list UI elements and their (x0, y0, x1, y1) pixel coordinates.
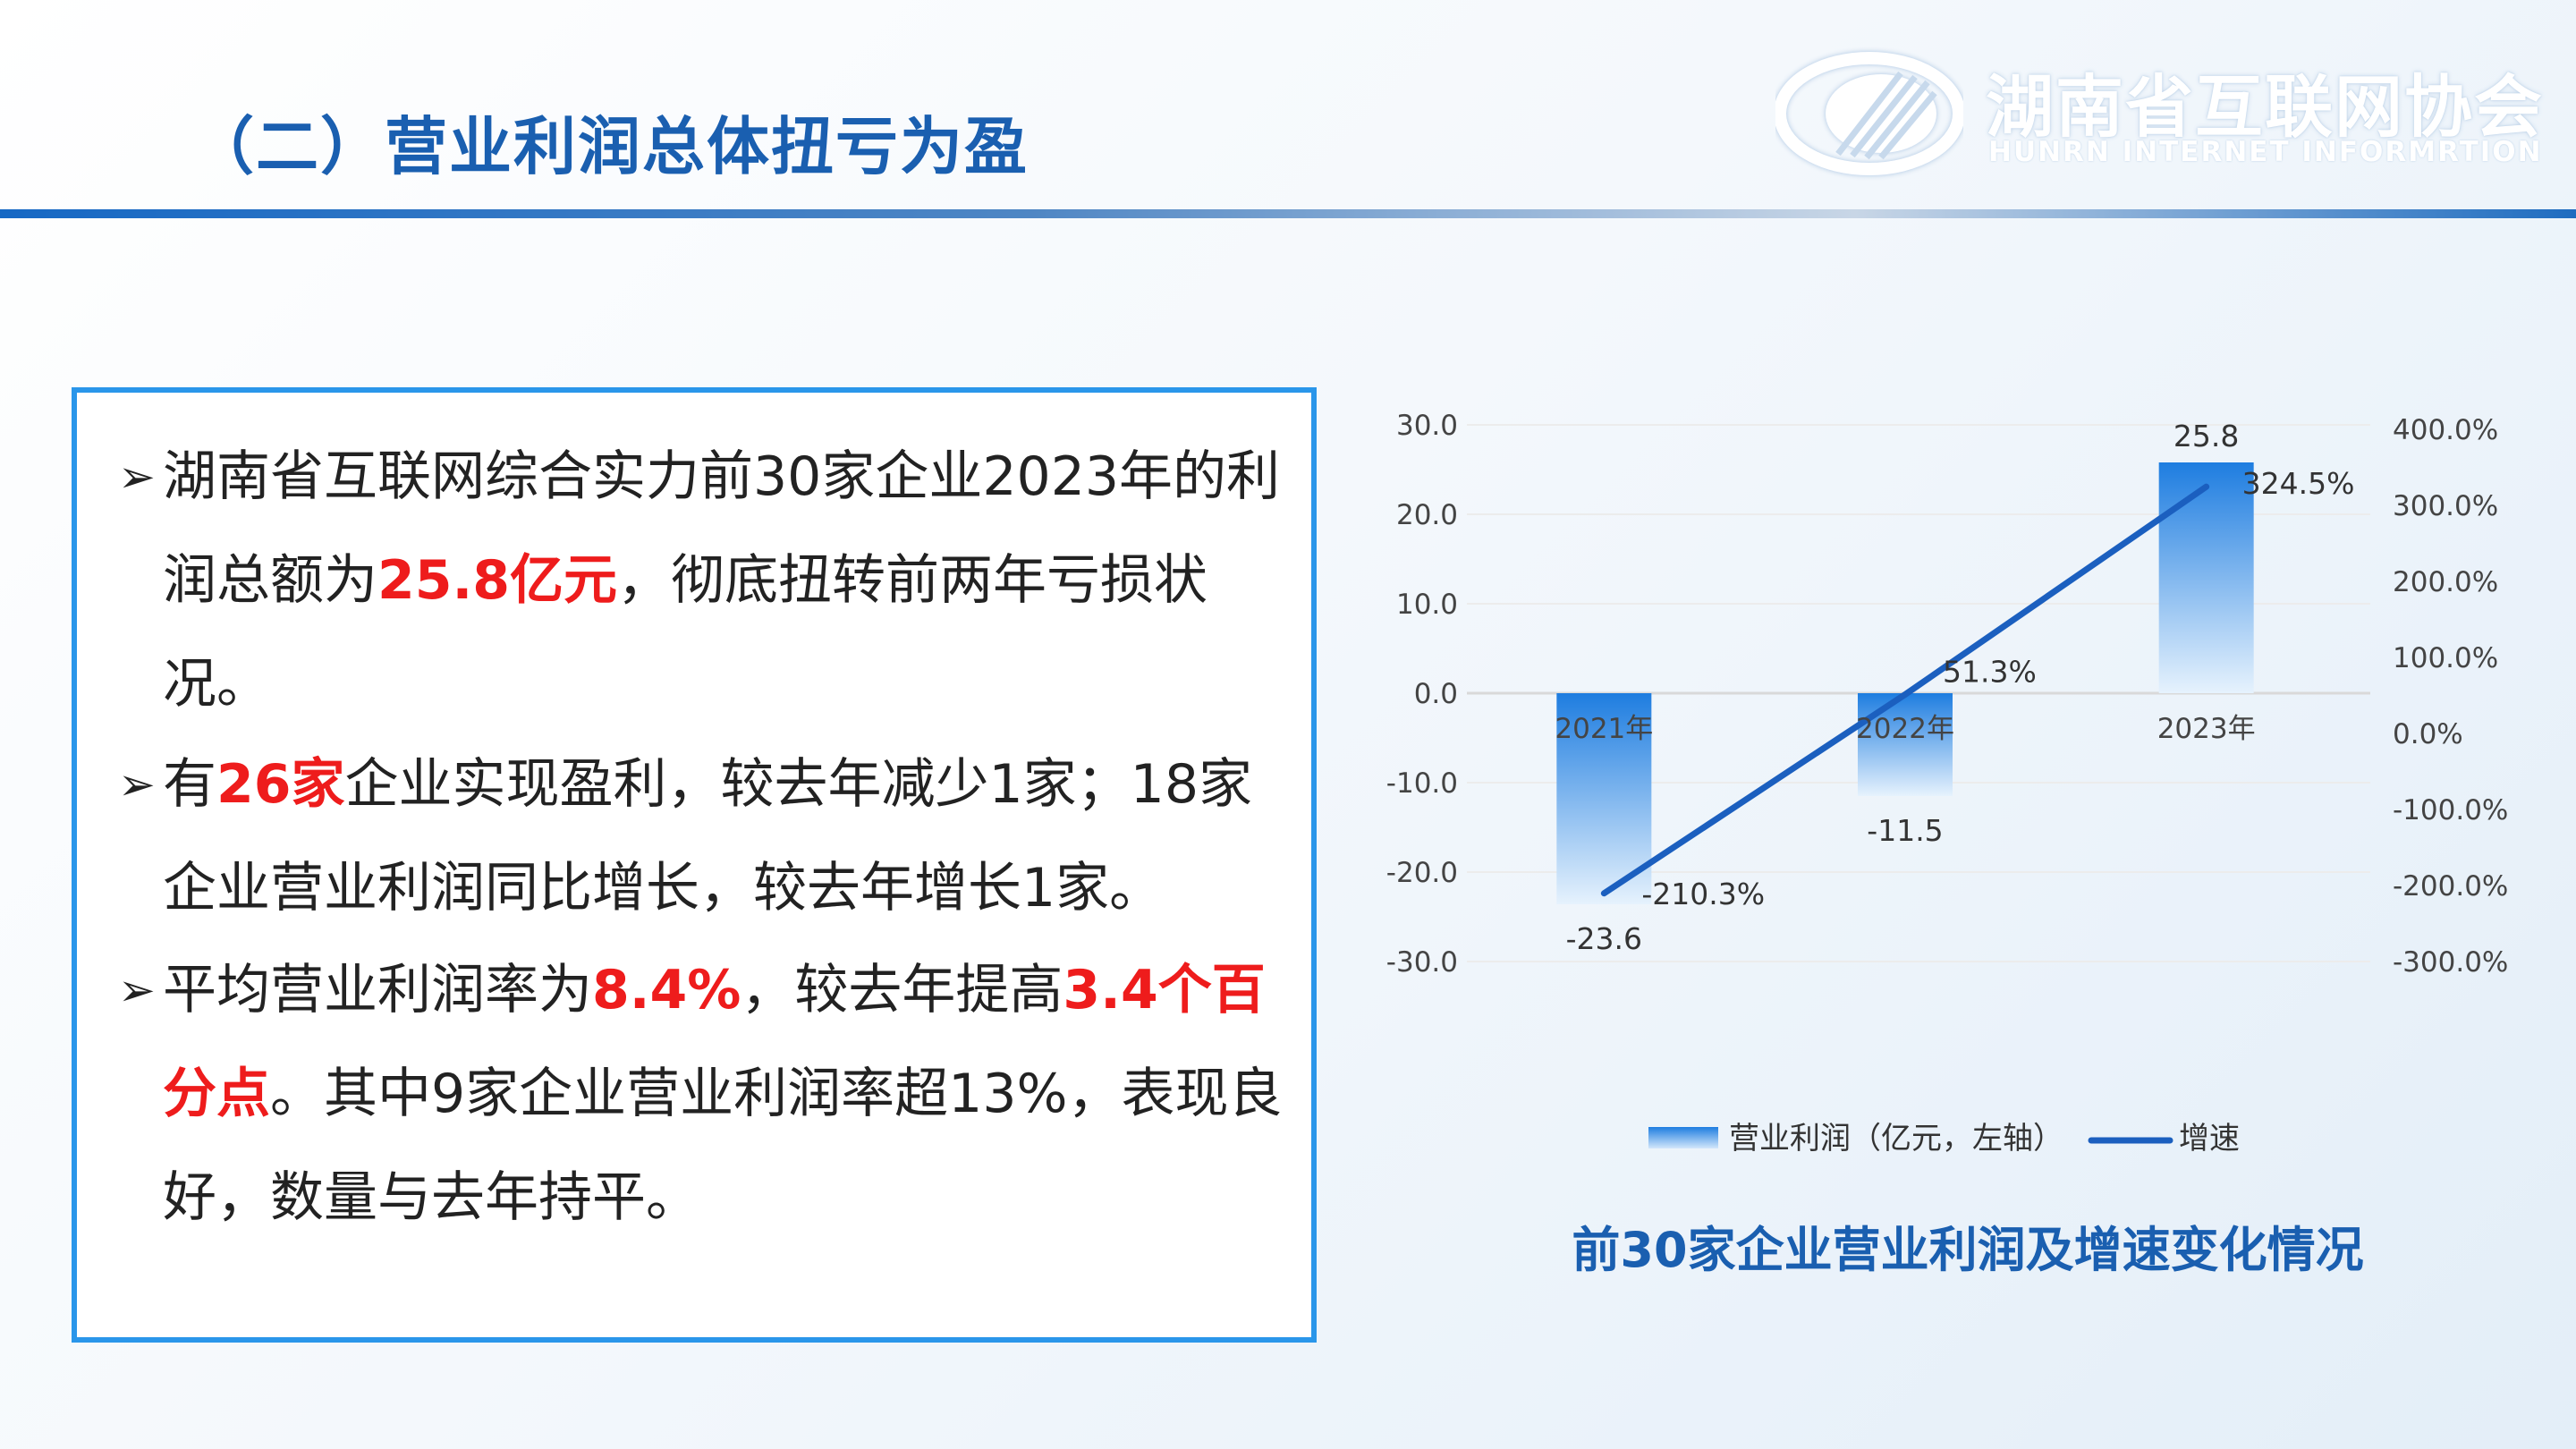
left-axis-tick: -10.0 (1386, 767, 1458, 800)
legend-bar-swatch (1648, 1127, 1718, 1148)
right-axis-tick: 100.0% (2393, 642, 2498, 674)
highlight-value: 8.4% (592, 959, 741, 1021)
bar-series (1556, 462, 2254, 904)
logo-chinese-name: 湖南省互联网协会 (1986, 67, 2544, 147)
right-axis-tick: 400.0% (2393, 414, 2498, 446)
right-axis-tick: 0.0% (2393, 718, 2463, 750)
left-axis-tick: 10.0 (1396, 589, 1458, 621)
axis-labels: 30.0 20.0 10.0 0.0 -10.0 -20.0 -30.0 400.0% 300.… (1386, 410, 2509, 979)
right-axis-tick: -100.0% (2393, 794, 2508, 826)
line-value-label: 324.5% (2242, 466, 2355, 501)
arrow-bullet-icon: ➢ (118, 451, 156, 503)
category-label: 2023年 (2157, 713, 2256, 745)
growth-line (1600, 483, 2210, 897)
bullet-text: 平均营业利润率为8.4%，较去年提高3.4个百分点。其中9家企业营业利润率超13… (122, 938, 1284, 1250)
chart-legend: 营业利润（亿元，左轴） 增速 (1648, 1121, 2240, 1157)
line-value-label: -210.3% (1641, 877, 1765, 911)
bar-value-label: -23.6 (1566, 921, 1642, 956)
bullet-text: 有26家企业实现盈利，较去年减少1家；18家企业营业利润同比增长，较去年增长1家… (122, 733, 1284, 940)
highlight-value: 25.8亿元 (377, 549, 618, 612)
summary-text-box: ➢ 湖南省互联网综合实力前30家企业2023年的利润总额为25.8亿元，彻底扭转… (72, 387, 1317, 1343)
highlight-value: 26家 (216, 753, 345, 816)
bar-value-label: 25.8 (2174, 419, 2239, 453)
legend-label: 增速 (2179, 1121, 2240, 1157)
right-axis-tick: 300.0% (2393, 490, 2498, 522)
bullet-item: ➢ 有26家企业实现盈利，较去年减少1家；18家企业营业利润同比增长，较去年增长… (118, 733, 1284, 940)
left-axis-tick: -20.0 (1386, 857, 1458, 889)
arrow-bullet-icon: ➢ (118, 964, 156, 1016)
header-divider (0, 209, 2576, 218)
left-axis-tick: 30.0 (1396, 410, 1458, 442)
logo-emblem-icon (1775, 52, 1963, 175)
bullet-text-part: ，较去年提高 (741, 959, 1063, 1021)
profit-growth-chart: -23.6 -11.5 25.8 -210.3% 51.3% 324.5% 30.0 20.… (1386, 410, 2509, 1157)
bullet-text-part: 企业实现盈利，较去年减少1家；18家企业营业利润同比增长，较去年增长1家。 (163, 753, 1253, 919)
left-axis-tick: 0.0 (1414, 678, 1458, 710)
bullet-item: ➢ 平均营业利润率为8.4%，较去年提高3.4个百分点。其中9家企业营业利润率超… (118, 938, 1284, 1250)
left-axis-tick: -30.0 (1386, 946, 1458, 979)
left-axis-tick: 20.0 (1396, 499, 1458, 531)
profit-bar (2158, 462, 2254, 693)
highlight-value: 3.4个百分点 (163, 959, 1266, 1125)
bullet-text-part: 有 (163, 753, 216, 816)
bullet-text-part: 湖南省互联网综合实力前30家企业2023年的利润总额为 (163, 445, 1281, 612)
page-title: （二）营业利润总体扭亏为盈 (191, 110, 1029, 183)
right-axis-tick: 200.0% (2393, 566, 2498, 598)
line-value-label: 51.3% (1943, 654, 2037, 689)
legend-label: 营业利润（亿元，左轴） (1729, 1121, 2063, 1157)
bullet-text: 湖南省互联网综合实力前30家企业2023年的利润总额为25.8亿元，彻底扭转前两… (122, 425, 1284, 736)
bullet-text-part: ，彻底扭转前两年亏损状况。 (163, 549, 1208, 716)
bar-value-label: -11.5 (1867, 813, 1943, 848)
bullet-text-part: 平均营业利润率为 (163, 959, 592, 1021)
right-axis-tick: -200.0% (2393, 870, 2508, 902)
chart-title: 前30家企业营业利润及增速变化情况 (1572, 1222, 2364, 1278)
profit-bar (1858, 693, 1953, 796)
arrow-bullet-icon: ➢ (118, 758, 156, 810)
logo-english-name: HUNRN INTERNET INFORMRTION (1988, 136, 2543, 168)
right-axis-tick: -300.0% (2393, 946, 2508, 979)
line-series (1600, 483, 2210, 897)
association-logo: 湖南省互联网协会 HUNRN INTERNET INFORMRTION (1775, 47, 2545, 181)
bullet-item: ➢ 湖南省互联网综合实力前30家企业2023年的利润总额为25.8亿元，彻底扭转… (118, 425, 1284, 736)
category-label: 2021年 (1555, 713, 1653, 745)
data-labels: -23.6 -11.5 25.8 -210.3% 51.3% 324.5% (1566, 419, 2355, 956)
bullet-text-part: 。其中9家企业营业利润率超13%，表现良好，数量与去年持平。 (163, 1063, 1283, 1229)
category-label: 2022年 (1856, 713, 1954, 745)
